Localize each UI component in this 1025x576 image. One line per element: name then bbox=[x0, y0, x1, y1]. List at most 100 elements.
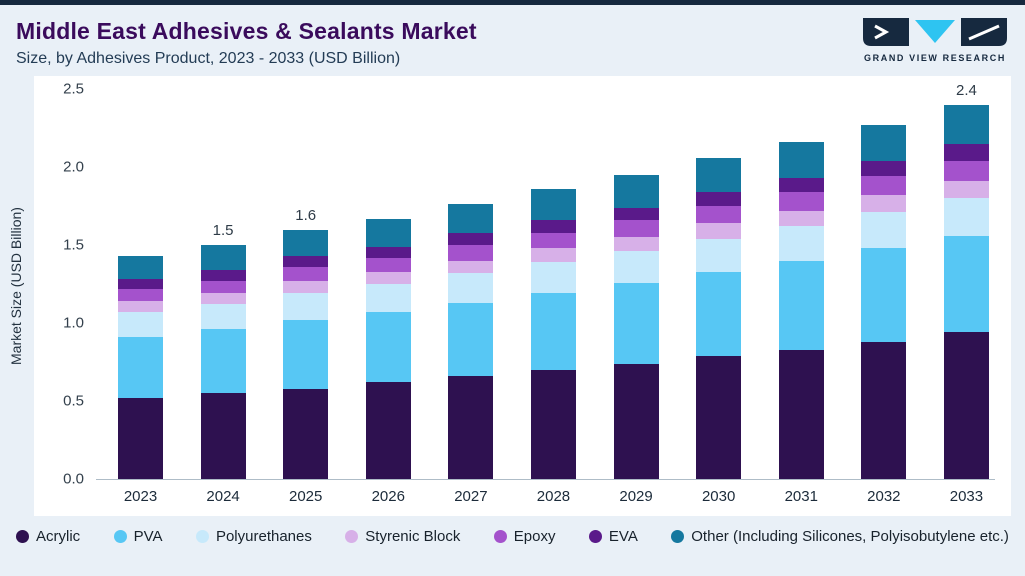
bar-segment-epoxy bbox=[613, 220, 659, 238]
legend-dot-icon bbox=[113, 530, 127, 543]
page-title: Middle East Adhesives & Sealants Market bbox=[16, 18, 477, 44]
plot-panel: 0.0 0.5 1.0 1.5 2.0 2.5 2023 1.5 2024 1.6 2025 2026… bbox=[34, 76, 1011, 516]
bar-segment-other bbox=[200, 244, 246, 270]
bar-segment-pva bbox=[778, 260, 824, 350]
bar-total-label: 1.6 bbox=[295, 206, 317, 224]
bar-segment-styrenic bbox=[365, 271, 411, 285]
bar-segment-acrylic bbox=[200, 393, 246, 479]
bar-segment-epoxy bbox=[365, 257, 411, 272]
bar-segment-styrenic bbox=[696, 223, 742, 239]
page-subtitle: Size, by Adhesives Product, 2023 - 2033 … bbox=[16, 50, 401, 67]
bar-segment-polyurethanes bbox=[200, 304, 246, 330]
bar-segment-epoxy bbox=[696, 206, 742, 224]
grand-view-research-logo: GRAND VIEW RESEARCH bbox=[861, 18, 1009, 63]
top-border-line bbox=[0, 0, 1025, 5]
bar-segment-polyurethanes bbox=[696, 238, 742, 272]
bar-segment-pva bbox=[530, 293, 576, 370]
bar-2033: 2.4 2033 bbox=[943, 81, 989, 505]
x-tick-label: 2028 bbox=[536, 488, 571, 505]
logo-mark-icon bbox=[863, 18, 1007, 46]
bar-segment-polyurethanes bbox=[778, 226, 824, 261]
bar-segment-pva bbox=[696, 271, 742, 356]
x-tick-label: 2026 bbox=[371, 488, 405, 505]
bar-segment-other bbox=[943, 104, 989, 144]
bar-segment-acrylic bbox=[283, 388, 329, 479]
bar-2025: 1.6 2025 bbox=[283, 206, 329, 505]
legend-label: Epoxy bbox=[513, 528, 556, 545]
legend-item: Styrenic Block bbox=[345, 528, 460, 545]
legend-label: Other (Including Silicones, Polyisobutyl… bbox=[691, 528, 1009, 545]
x-tick-label: 2033 bbox=[949, 488, 984, 505]
bar-segment-polyurethanes bbox=[365, 284, 411, 313]
logo-text: GRAND VIEW RESEARCH bbox=[864, 53, 1006, 63]
bar-segment-acrylic bbox=[613, 363, 659, 479]
bar-segment-epoxy bbox=[200, 280, 246, 294]
chart-header: Middle East Adhesives & Sealants Market … bbox=[0, 5, 1025, 74]
bar-segment-other bbox=[861, 124, 907, 161]
x-tick-label: 2032 bbox=[867, 488, 901, 505]
bar-segment-acrylic bbox=[696, 355, 742, 479]
bar-segment-styrenic bbox=[200, 293, 246, 305]
x-tick-label: 2029 bbox=[619, 488, 653, 505]
bar-segment-pva bbox=[448, 302, 494, 376]
y-tick-label: 2.5 bbox=[63, 80, 84, 98]
bar-segment-epoxy bbox=[943, 160, 989, 182]
bar-segment-styrenic bbox=[118, 301, 163, 313]
y-tick-label: 0.5 bbox=[63, 392, 84, 410]
legend-dot-icon bbox=[588, 530, 602, 543]
y-axis-title: Market Size (USD Billion) bbox=[8, 207, 24, 365]
bar-2024: 1.5 2024 bbox=[200, 222, 246, 505]
bar-segment-polyurethanes bbox=[530, 262, 576, 294]
bar-2030: 2030 bbox=[696, 157, 742, 505]
legend-label: Acrylic bbox=[36, 528, 81, 545]
bar-segment-styrenic bbox=[283, 280, 329, 294]
bar-segment-pva bbox=[283, 319, 329, 389]
bar-segment-styrenic bbox=[861, 195, 907, 213]
stacked-bar-chart: Market Size (USD Billion) 0.0 0.5 1.0 1.5 2.… bbox=[0, 74, 1025, 516]
x-tick-label: 2025 bbox=[289, 488, 323, 505]
bar-segment-eva bbox=[448, 232, 494, 246]
legend-label: PVA bbox=[133, 528, 163, 545]
bar-segment-styrenic bbox=[613, 237, 659, 252]
x-tick-label: 2023 bbox=[123, 488, 158, 505]
bar-segment-eva bbox=[778, 178, 824, 193]
bar-segment-acrylic bbox=[118, 397, 163, 479]
bar-segment-other bbox=[118, 255, 163, 280]
legend-item: PVA bbox=[113, 528, 163, 545]
bar-2029: 2029 bbox=[613, 174, 659, 505]
bar-segment-eva bbox=[200, 269, 246, 281]
bar-segment-acrylic bbox=[448, 376, 494, 479]
bar-segment-epoxy bbox=[283, 266, 329, 281]
bar-segment-pva bbox=[613, 282, 659, 364]
bar-segment-pva bbox=[861, 248, 907, 342]
bar-segment-polyurethanes bbox=[448, 273, 494, 303]
bars-container: 2023 1.5 2024 1.6 2025 2026 2027 2028 2029 2030 20… bbox=[118, 82, 989, 505]
bar-segment-eva bbox=[861, 160, 907, 177]
legend-label: EVA bbox=[608, 528, 638, 545]
chart-legend: Acrylic PVA Polyurethanes Styrenic Block Epo… bbox=[0, 516, 1025, 555]
x-tick-label: 2027 bbox=[454, 488, 488, 505]
bar-segment-eva bbox=[283, 256, 329, 267]
x-tick-label: 2024 bbox=[206, 488, 240, 505]
bar-segment-pva bbox=[943, 235, 989, 333]
legend-dot-icon bbox=[16, 530, 29, 543]
y-tick-label: 1.0 bbox=[63, 314, 84, 332]
bar-segment-pva bbox=[365, 312, 411, 383]
bar-segment-polyurethanes bbox=[943, 198, 989, 236]
bar-segment-acrylic bbox=[943, 332, 989, 479]
y-tick-label: 0.0 bbox=[63, 470, 84, 488]
bar-total-label: 2.4 bbox=[956, 81, 977, 99]
legend-dot-icon bbox=[195, 530, 209, 543]
bar-2028: 2028 bbox=[530, 188, 576, 505]
x-tick-label: 2030 bbox=[701, 488, 736, 505]
bar-segment-styrenic bbox=[943, 181, 989, 199]
bar-segment-epoxy bbox=[530, 232, 576, 249]
bar-2023: 2023 bbox=[118, 255, 163, 505]
bar-2032: 2032 bbox=[861, 124, 907, 505]
bar-segment-eva bbox=[530, 220, 576, 233]
bar-segment-other bbox=[365, 218, 411, 247]
plot-area: 0.0 0.5 1.0 1.5 2.0 2.5 2023 1.5 2024 1.6 2025 2026… bbox=[63, 81, 995, 505]
legend-dot-icon bbox=[671, 530, 685, 543]
legend-dot-icon bbox=[493, 530, 507, 543]
bar-segment-acrylic bbox=[530, 369, 576, 479]
